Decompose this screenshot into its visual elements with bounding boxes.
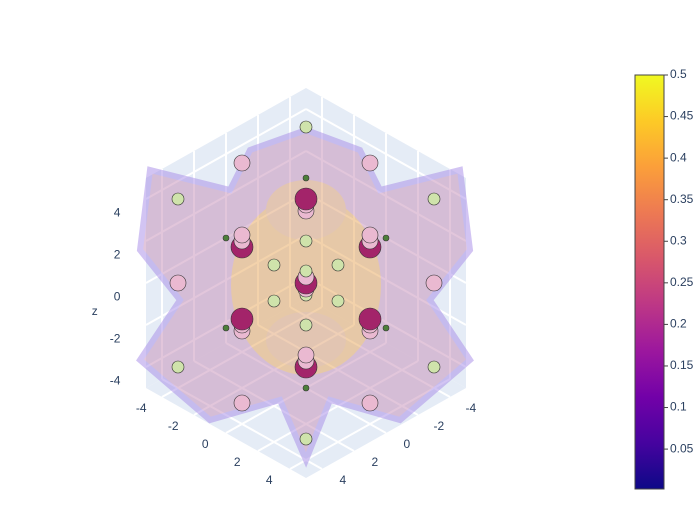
colorbar-tick-label: 0.45 — [670, 109, 694, 123]
marker — [222, 324, 230, 332]
marker — [358, 307, 382, 331]
marker — [299, 318, 313, 332]
colorbar-tick-label: 0.35 — [670, 192, 694, 206]
marker — [299, 264, 313, 278]
y-tick-label: 2 — [234, 455, 241, 469]
marker — [169, 274, 187, 292]
iso-lobe — [266, 312, 346, 368]
marker — [361, 394, 379, 412]
y-tick-label: 0 — [202, 437, 209, 451]
marker — [382, 324, 390, 332]
y-tick-label: -2 — [168, 419, 179, 433]
colorbar — [634, 74, 665, 490]
marker — [425, 274, 443, 292]
y-tick-label: -4 — [136, 401, 147, 415]
marker — [267, 294, 281, 308]
x-tick-label: -2 — [433, 419, 444, 433]
x-tick-label: 4 — [339, 473, 346, 487]
colorbar-tick-label: 0.15 — [670, 358, 694, 372]
marker — [331, 258, 345, 272]
colorbar-tick-label: 0.05 — [670, 441, 694, 455]
x-tick-label: 0 — [403, 437, 410, 451]
marker — [171, 192, 185, 206]
marker — [233, 154, 251, 172]
marker — [267, 258, 281, 272]
marker — [331, 294, 345, 308]
marker — [297, 346, 315, 364]
marker — [294, 187, 318, 211]
z-tick-label: -2 — [110, 332, 121, 346]
marker — [222, 234, 230, 242]
marker — [427, 192, 441, 206]
marker — [382, 234, 390, 242]
marker — [302, 174, 310, 182]
marker — [299, 120, 313, 134]
marker — [230, 307, 254, 331]
y-tick-label: 4 — [266, 473, 273, 487]
marker — [299, 432, 313, 446]
z-tick-label: -4 — [110, 374, 121, 388]
marker — [361, 226, 379, 244]
colorbar-tick-label: 0.2 — [670, 317, 687, 331]
x-tick-label: 2 — [371, 455, 378, 469]
z-tick-label: 4 — [114, 206, 121, 220]
colorbar-tick-label: 0.4 — [670, 150, 687, 164]
z-tick-label: 0 — [114, 290, 121, 304]
marker — [427, 360, 441, 374]
marker — [361, 154, 379, 172]
z-axis-title: z — [92, 304, 98, 318]
colorbar-tick-label: 0.5 — [670, 67, 687, 81]
marker — [299, 234, 313, 248]
colorbar-tick-label: 0.1 — [670, 400, 687, 414]
marker — [302, 384, 310, 392]
marker — [233, 226, 251, 244]
colorbar-tick-label: 0.3 — [670, 233, 687, 247]
marker — [233, 394, 251, 412]
x-tick-label: -4 — [465, 401, 476, 415]
z-tick-label: 2 — [114, 248, 121, 262]
colorbar-tick-label: 0.25 — [670, 275, 694, 289]
marker — [171, 360, 185, 374]
